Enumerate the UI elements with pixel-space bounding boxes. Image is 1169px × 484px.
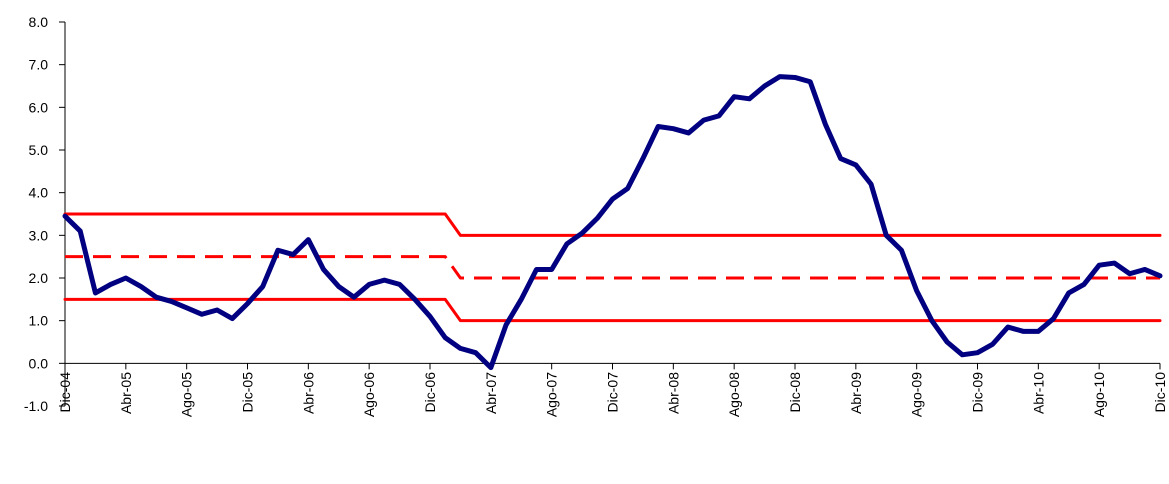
- x-tick-label: Ago-07: [544, 372, 560, 417]
- x-tick-label: Abr-10: [1030, 372, 1046, 414]
- y-tick-label: 8.0: [29, 14, 49, 30]
- y-tick-label: 4.0: [29, 185, 49, 201]
- y-tick-label: 3.0: [29, 227, 49, 243]
- series-line: [62, 74, 1163, 371]
- x-tick-label: Dic-07: [605, 372, 621, 413]
- y-tick-label: -1.0: [24, 398, 48, 414]
- x-tick-label: Abr-08: [665, 372, 681, 414]
- series-line: [63, 212, 1162, 237]
- x-tick-label: Dic-05: [240, 372, 256, 413]
- x-tick-label: Dic-04: [57, 372, 73, 413]
- series-line: [65, 255, 1160, 280]
- series-line: [63, 297, 1162, 323]
- x-tick-label: Abr-06: [300, 372, 316, 414]
- x-tick-label: Ago-09: [909, 372, 925, 417]
- x-tick-label: Dic-06: [422, 372, 438, 413]
- x-tick-label: Dic-09: [970, 372, 986, 413]
- x-tick-label: Ago-06: [361, 372, 377, 417]
- x-tick-label: Dic-10: [1152, 372, 1168, 413]
- x-tick-label: Abr-09: [848, 372, 864, 414]
- y-tick-label: 2.0: [29, 270, 49, 286]
- x-tick-label: Ago-08: [726, 372, 742, 417]
- y-tick-label: 7.0: [29, 57, 49, 73]
- y-tick-label: 6.0: [29, 99, 49, 115]
- y-tick-label: 0.0: [29, 355, 49, 371]
- x-tick-label: Abr-07: [483, 372, 499, 414]
- x-tick-label: Dic-08: [787, 372, 803, 413]
- y-tick-label: 5.0: [29, 142, 49, 158]
- x-tick-label: Abr-05: [118, 372, 134, 414]
- x-tick-label: Ago-10: [1091, 372, 1107, 417]
- x-tick-label: Ago-05: [179, 372, 195, 417]
- y-tick-label: 1.0: [29, 313, 49, 329]
